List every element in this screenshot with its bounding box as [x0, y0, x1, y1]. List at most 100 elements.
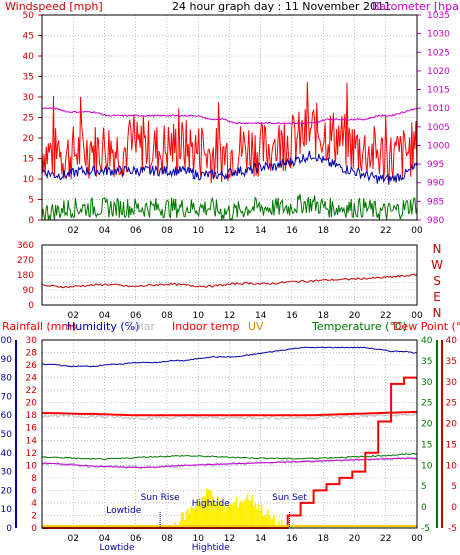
rainfall-tick-label: 100	[0, 336, 12, 346]
direction-tick-label: 270	[17, 256, 34, 266]
direction-x-tick-label: 02	[68, 311, 79, 321]
wind-x-tick-label: 10	[193, 226, 205, 236]
climate-x-tick-label: 08	[161, 534, 173, 544]
wind-x-tick-label: 22	[380, 226, 391, 236]
barometer-tick-label: 1025	[427, 48, 450, 58]
barometer-tick-label: 1035	[427, 11, 450, 21]
rainfall-tick-label: 50	[1, 430, 13, 440]
dewpoint-axis-label: Dew Point (°C)	[393, 320, 460, 333]
direction-x-tick-label: 22	[380, 311, 391, 321]
dewpoint-tick-label: 0	[451, 503, 457, 513]
solar-reference-line	[41, 412, 418, 421]
rainfall-tick-label: 90	[1, 355, 13, 365]
lowtide-axis-label: Lowtide	[99, 543, 134, 553]
temperature-tick-label: 5	[421, 482, 427, 492]
windspeed-tick-label: 30	[23, 93, 35, 103]
direction-tick-label: 0	[28, 301, 34, 311]
direction-tick-label: 360	[17, 241, 34, 251]
direction-frame	[41, 244, 418, 306]
temperature-axis-label: Temperature (°C)	[311, 320, 407, 333]
windspeed-tick-label: 15	[23, 155, 34, 165]
direction-x-tick-label: 04	[99, 311, 111, 321]
barometer-tick-label: 1010	[427, 104, 450, 114]
wind-frame	[41, 14, 418, 221]
dewpoint-tick-label: -5	[448, 524, 457, 534]
direction-x-tick-label: 18	[318, 311, 330, 321]
climate-x-tick-label: 06	[130, 534, 142, 544]
sunrise-annotation: Sun Rise	[141, 493, 180, 503]
uv-tick-label: 4	[31, 499, 37, 509]
indoor-temp-label: Indoor temp	[172, 320, 239, 333]
barometer-tick-label: 985	[427, 197, 444, 207]
rainfall-tick-label: 0	[6, 524, 12, 534]
wind-x-tick-label: 02	[68, 226, 79, 236]
indoor-temp-line	[42, 410, 417, 417]
barometer-tick-label: 1005	[427, 123, 450, 133]
barometer-tick-label: 1020	[427, 67, 450, 77]
barometer-tick-label: 1015	[427, 86, 450, 96]
uv-label: UV	[248, 320, 264, 333]
climate-x-tick-label: 16	[286, 534, 298, 544]
windspeed-tick-label: 35	[23, 73, 34, 83]
temperature-tick-label: 10	[421, 461, 433, 471]
windspeed-tick-label: 20	[23, 134, 35, 144]
windspeed-tick-label: 5	[28, 196, 34, 206]
climate-x-tick-label: 18	[318, 534, 330, 544]
uv-tick-label: 22	[26, 386, 37, 396]
temperature-tick-label: 0	[421, 503, 427, 513]
barometer-tick-label: 980	[427, 216, 444, 226]
direction-x-tick-label: 14	[255, 311, 267, 321]
barometer-tick-label: 1030	[427, 30, 450, 40]
direction-x-tick-label: 16	[286, 311, 298, 321]
hightide-annotation: Hightide	[192, 499, 230, 509]
windspeed-tick-label: 25	[23, 114, 34, 124]
climate-x-tick-label: 14	[255, 534, 267, 544]
uv-tick-label: 28	[26, 349, 38, 359]
windspeed-low-line	[41, 193, 418, 221]
dewpoint-tick-label: 35	[446, 357, 457, 367]
temperature-tick-label: 35	[421, 357, 432, 367]
temperature-tick-label: 30	[421, 378, 433, 388]
dewpoint-tick-label: 10	[446, 461, 458, 471]
barometer-tick-label: 990	[427, 179, 444, 189]
wind-x-tick-label: 08	[161, 226, 173, 236]
rainfall-tick-label: 70	[1, 392, 13, 402]
barometer-tick-label: 1000	[427, 141, 450, 151]
uv-tick-label: 18	[26, 411, 38, 421]
compass-label: E	[433, 290, 441, 304]
climate-frame	[41, 339, 418, 529]
temperature-tick-label: 40	[421, 336, 433, 346]
windspeed-tick-label: 40	[23, 52, 35, 62]
rainfall-tick-label: 60	[1, 411, 13, 421]
windspeed-tick-label: 0	[28, 216, 34, 226]
wind-x-tick-label: 04	[99, 226, 111, 236]
humidity-line	[42, 346, 418, 368]
windspeed-axis-label: Windspeed [mph]	[5, 0, 103, 13]
solar-axis-label: Solar	[127, 320, 156, 333]
compass-label: W	[431, 258, 443, 272]
temperature-tick-label: 15	[421, 440, 432, 450]
wind-x-tick-label: 16	[286, 226, 298, 236]
uv-tick-label: 30	[26, 336, 38, 346]
direction-x-tick-label: 12	[224, 311, 235, 321]
wind-x-tick-label: 18	[318, 226, 330, 236]
wind-x-tick-label: 20	[349, 226, 361, 236]
rainfall-tick-label: 30	[1, 468, 13, 478]
direction-tick-label: 90	[23, 286, 35, 296]
uv-tick-label: 14	[26, 436, 38, 446]
hightide-axis-label: Hightide	[192, 543, 230, 553]
wind-direction-line	[41, 273, 418, 289]
uv-tick-label: 20	[26, 399, 38, 409]
dewpoint-tick-label: 15	[446, 440, 457, 450]
windspeed-average-line	[41, 150, 418, 184]
climate-x-tick-label: 04	[99, 534, 111, 544]
dewpoint-tick-label: 20	[446, 420, 458, 430]
compass-label: N	[433, 306, 442, 320]
temperature-tick-label: 25	[421, 399, 432, 409]
climate-x-tick-label: 12	[224, 534, 235, 544]
humidity-axis-label: Humidity (%)	[67, 320, 139, 333]
rainfall-tick-label: 40	[1, 449, 13, 459]
direction-tick-label: 180	[17, 271, 34, 281]
